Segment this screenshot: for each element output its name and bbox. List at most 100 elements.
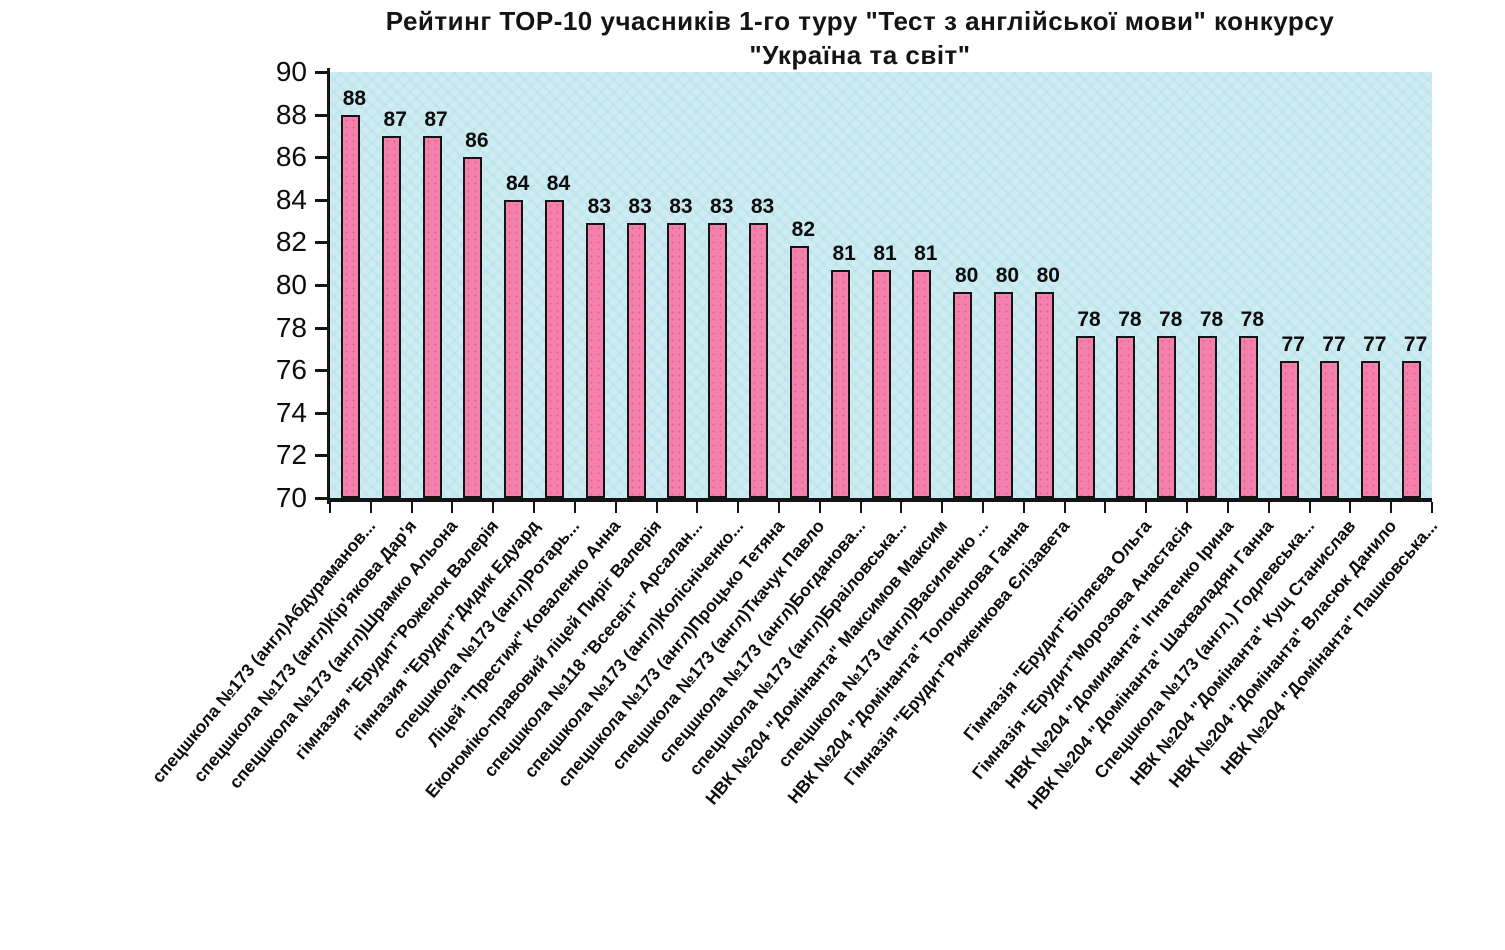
bar	[749, 223, 769, 498]
bar	[504, 199, 524, 498]
x-tick	[1267, 502, 1270, 513]
bar-value-label: 77	[1403, 332, 1428, 356]
bar	[381, 135, 401, 498]
bar-value-label: 83	[587, 195, 611, 219]
bar-value-label: 78	[1118, 308, 1142, 332]
bar-value-label: 78	[1240, 308, 1264, 332]
x-tick	[859, 502, 862, 513]
y-tick	[315, 113, 327, 117]
x-tick	[410, 502, 413, 513]
y-tick	[315, 71, 327, 74]
bar-value-label: 81	[832, 242, 856, 266]
x-axis-line	[327, 498, 1432, 502]
y-tick-label: 90	[275, 56, 307, 87]
x-tick	[1022, 502, 1025, 513]
x-tick	[777, 502, 780, 513]
bar	[789, 245, 809, 498]
bar	[1320, 360, 1340, 498]
x-tick	[369, 502, 372, 513]
bar	[953, 292, 973, 498]
x-tick	[1104, 502, 1107, 513]
x-tick	[492, 502, 495, 513]
x-tick	[655, 502, 658, 513]
x-tick	[696, 502, 699, 513]
bar-value-label: 87	[383, 107, 407, 131]
x-tick	[941, 502, 944, 513]
x-tick	[1186, 502, 1189, 513]
bar-value-label: 77	[1363, 332, 1387, 356]
x-tick	[1226, 502, 1229, 513]
bar	[708, 223, 728, 498]
bar-value-label: 81	[873, 242, 897, 266]
x-tick	[451, 502, 454, 513]
x-tick	[614, 502, 617, 513]
x-tick	[1308, 502, 1311, 513]
y-tick-label: 74	[275, 396, 307, 428]
x-tick	[329, 502, 331, 513]
x-tick	[982, 502, 985, 513]
x-tick	[533, 502, 536, 513]
y-tick	[315, 411, 327, 415]
bar	[1361, 360, 1381, 498]
y-tick	[315, 198, 327, 202]
y-tick-label: 84	[275, 183, 307, 215]
bar	[912, 270, 932, 498]
y-axis-line	[327, 68, 330, 504]
bar-value-label: 83	[710, 195, 734, 219]
y-tick-label: 86	[275, 141, 307, 173]
x-tick	[737, 502, 740, 513]
bar	[1034, 292, 1054, 498]
bar-value-label: 84	[505, 171, 530, 195]
x-tick	[573, 502, 576, 513]
bar	[544, 199, 564, 498]
bar-value-label: 77	[1281, 332, 1305, 356]
y-tick-label: 80	[275, 269, 307, 300]
y-tick-label: 72	[275, 439, 307, 471]
bar	[463, 157, 483, 498]
bar-value-label: 80	[954, 264, 979, 288]
bar-value-label: 80	[995, 264, 1020, 288]
y-tick	[315, 497, 327, 500]
x-tick	[1390, 502, 1393, 513]
bar-value-label: 84	[546, 171, 571, 195]
bar	[340, 114, 360, 498]
bar-value-label: 88	[342, 86, 367, 110]
bar-value-label: 78	[1199, 308, 1224, 332]
bar	[585, 223, 605, 498]
x-tick	[1431, 502, 1433, 513]
bar-value-label: 87	[424, 107, 448, 131]
x-tick	[900, 502, 903, 513]
bar	[667, 223, 687, 498]
bar	[1238, 336, 1258, 498]
y-tick-label: 88	[275, 98, 307, 130]
bar-value-label: 83	[750, 195, 775, 219]
bar	[1402, 360, 1422, 498]
x-tick	[818, 502, 821, 513]
bar	[1157, 336, 1177, 498]
bar	[626, 223, 646, 498]
chart-title-line-1: Рейтинг ТОР-10 учасників 1-го туру "Тест…	[385, 6, 1335, 36]
y-tick	[315, 369, 327, 373]
y-tick	[315, 284, 327, 287]
bar	[1198, 336, 1218, 498]
bar	[830, 270, 850, 498]
bar	[993, 292, 1013, 498]
y-tick-label: 78	[275, 311, 307, 343]
bar-value-label: 77	[1322, 332, 1346, 356]
chart-title-line-2: "Україна та світ"	[749, 40, 971, 70]
bar-value-label: 78	[1159, 308, 1183, 332]
bar	[1279, 360, 1299, 498]
bar-value-label: 81	[914, 242, 938, 266]
y-tick	[315, 326, 327, 330]
x-tick	[1349, 502, 1352, 513]
bar-value-label: 83	[669, 195, 693, 219]
bar	[1075, 336, 1095, 498]
y-tick	[315, 454, 327, 458]
x-tick	[1063, 502, 1066, 513]
y-tick-label: 82	[275, 226, 307, 258]
bar-value-label: 83	[628, 195, 652, 219]
y-tick	[315, 156, 327, 160]
bar-value-label: 80	[1036, 264, 1060, 288]
bar-value-label: 78	[1077, 308, 1101, 332]
